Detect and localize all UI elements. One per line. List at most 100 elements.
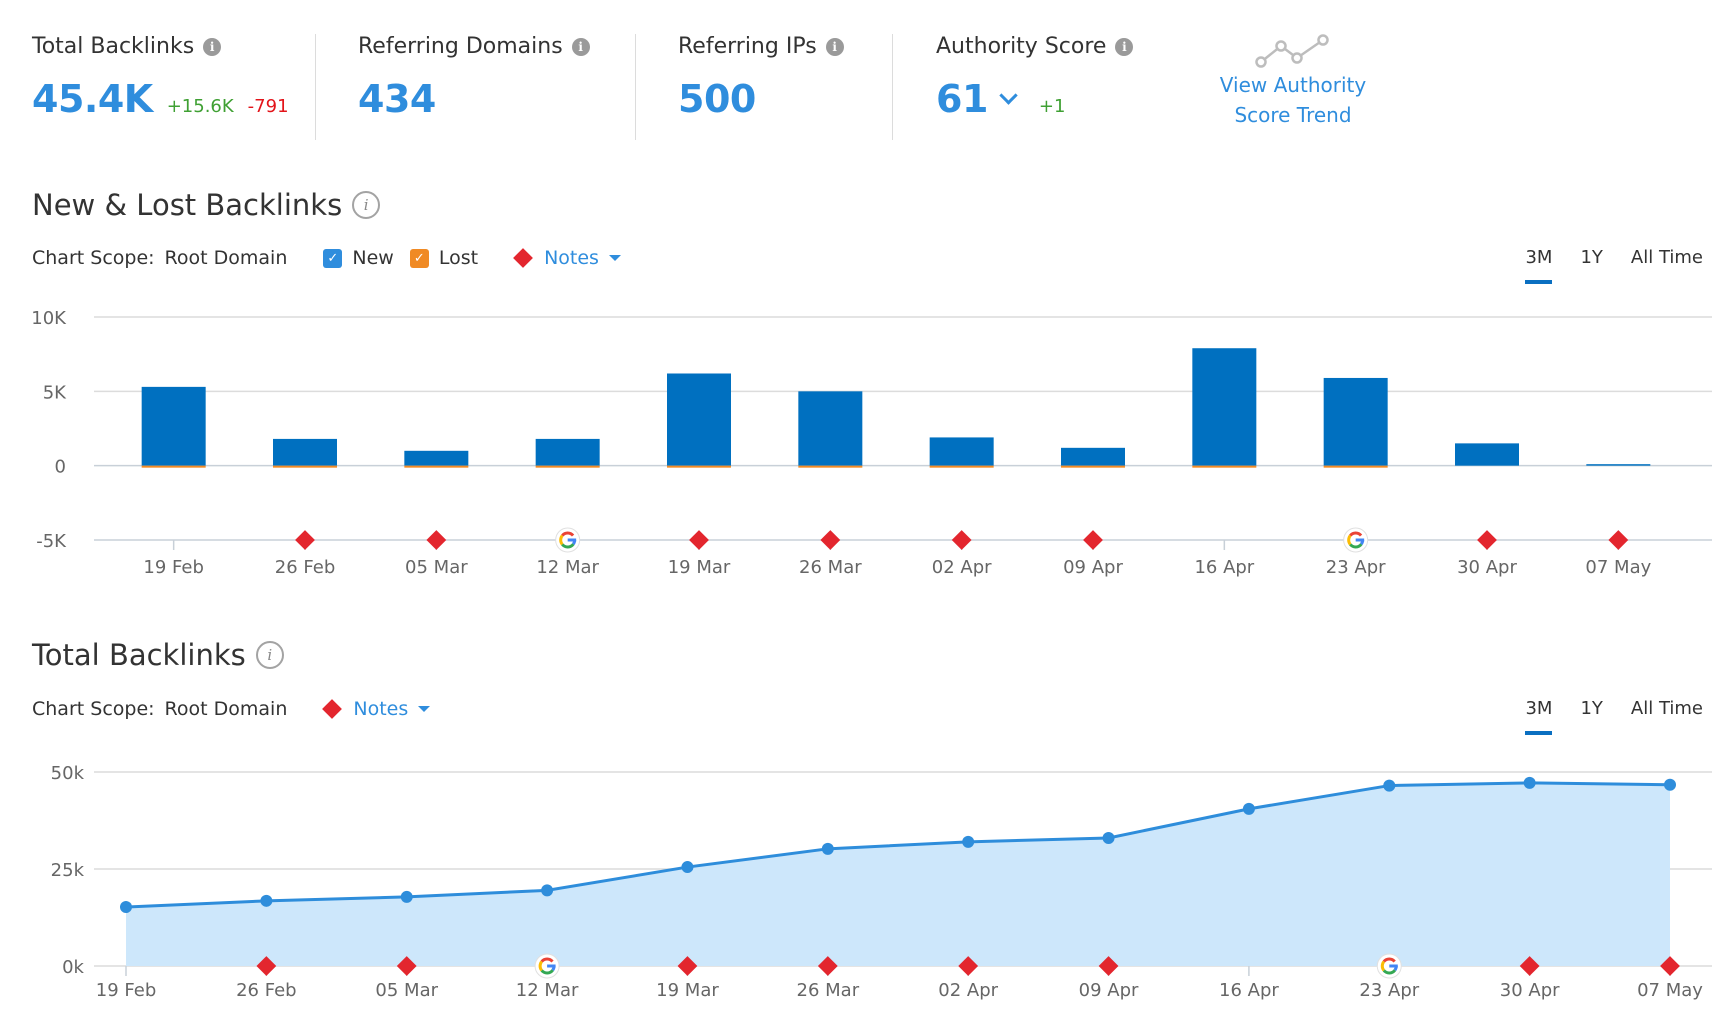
kpi-value[interactable]: 500 bbox=[678, 77, 756, 121]
google-icon-arc bbox=[538, 960, 543, 972]
info-icon[interactable]: i bbox=[255, 641, 284, 669]
info-icon[interactable]: i bbox=[352, 191, 381, 219]
total-backlinks-area-chart: 50k 25k 0k 19 Feb 26 Feb 05 Mar 12 Mar 19 Mar 26… bbox=[51, 763, 1712, 1001]
kpi-value[interactable]: 45.4K bbox=[32, 77, 153, 121]
bar-new bbox=[535, 438, 600, 466]
y-tick-label: -5K bbox=[36, 531, 67, 552]
bar-lost bbox=[929, 465, 994, 468]
kpi-delta-up[interactable]: +15.6K bbox=[166, 96, 234, 117]
google-icon-arc bbox=[1347, 534, 1352, 546]
range-tab-3m[interactable]: 3M bbox=[1525, 698, 1553, 735]
note-diamond bbox=[1477, 530, 1497, 550]
x-tick-label: 19 Feb bbox=[143, 557, 204, 578]
note-diamond bbox=[1083, 530, 1103, 550]
x-tick-label: 07 May bbox=[1637, 980, 1703, 1001]
view-authority-score-trend-link[interactable]: View Authority Score Trend bbox=[1218, 32, 1368, 130]
note-diamond bbox=[256, 956, 277, 976]
x-tick-label: 19 Feb bbox=[96, 980, 157, 1001]
bar-new bbox=[929, 437, 994, 466]
note-diamond bbox=[1098, 956, 1119, 976]
bar-lost bbox=[1192, 465, 1257, 468]
bar-lost bbox=[535, 465, 600, 468]
chart-scope-label: Chart Scope: bbox=[32, 698, 155, 720]
data-point bbox=[541, 884, 554, 897]
series-line bbox=[125, 781, 1671, 909]
x-tick-label: 23 Apr bbox=[1359, 980, 1419, 1001]
google-icon-arc bbox=[559, 534, 564, 546]
kpi-title: Referring Domains bbox=[358, 34, 563, 59]
note-diamond bbox=[1519, 956, 1540, 976]
new-lost-range-tabs: 3M 1Y All Time bbox=[1497, 247, 1703, 284]
range-tab-all-time[interactable]: All Time bbox=[1630, 698, 1703, 719]
google-icon-arc bbox=[540, 969, 554, 975]
x-tick-label: 23 Apr bbox=[1326, 557, 1386, 578]
bar-lost bbox=[798, 465, 863, 468]
note-diamond bbox=[1608, 530, 1629, 550]
info-icon[interactable]: i bbox=[203, 37, 222, 56]
notes-label[interactable]: Notes bbox=[353, 698, 409, 720]
section-title: New & Lost Backlinks bbox=[32, 188, 343, 222]
x-tick-label: 26 Feb bbox=[236, 980, 297, 1001]
notes-label[interactable]: Notes bbox=[544, 247, 599, 269]
bar-lost bbox=[1323, 465, 1388, 468]
google-icon-arc bbox=[1349, 531, 1363, 537]
link-line-2[interactable]: Score Trend bbox=[1234, 103, 1352, 127]
kpi-value[interactable]: 434 bbox=[358, 77, 436, 121]
info-icon[interactable]: i bbox=[571, 37, 590, 56]
data-point bbox=[821, 842, 834, 855]
lost-checkbox[interactable]: ✓ bbox=[409, 248, 429, 268]
bar-lost bbox=[667, 465, 731, 468]
data-point bbox=[120, 901, 132, 914]
legend-lost-label[interactable]: Lost bbox=[438, 247, 479, 269]
x-tick-label: 30 Apr bbox=[1457, 557, 1517, 578]
x-tick-label: 09 Apr bbox=[1079, 980, 1139, 1001]
kpi-total-backlinks: Total Backlinks i 45.4K +15.6K -791 bbox=[32, 34, 289, 142]
y-tick-label: 0k bbox=[62, 957, 84, 978]
area-fill bbox=[126, 782, 1670, 966]
kpi-authority-score: Authority Score i 61 +1 bbox=[936, 34, 1134, 142]
note-diamond bbox=[396, 956, 417, 976]
notes-dropdown[interactable]: Notes bbox=[322, 698, 431, 720]
bar-lost bbox=[273, 465, 337, 468]
chart-scope-value: Root Domain bbox=[164, 247, 288, 269]
bar-new bbox=[141, 386, 206, 466]
total-range-tabs: 3M 1Y All Time bbox=[1497, 698, 1703, 735]
bar-new bbox=[798, 391, 863, 466]
chevron-down-icon[interactable] bbox=[999, 86, 1018, 105]
range-tab-3m[interactable]: 3M bbox=[1525, 247, 1553, 284]
section-title: Total Backlinks bbox=[32, 638, 246, 672]
range-tab-1y[interactable]: 1Y bbox=[1580, 698, 1603, 719]
total-controls: Chart Scope: Root Domain Notes bbox=[32, 698, 431, 720]
x-tick-label: 16 Apr bbox=[1219, 980, 1279, 1001]
new-lost-section-title: New & Lost Backlinks i bbox=[32, 188, 381, 222]
new-checkbox[interactable]: ✓ bbox=[323, 248, 343, 268]
x-tick-label: 19 Mar bbox=[668, 557, 731, 578]
data-point bbox=[1383, 779, 1396, 792]
note-diamond bbox=[951, 530, 972, 550]
bar-new bbox=[273, 438, 337, 466]
link-line-1[interactable]: View Authority bbox=[1219, 73, 1367, 97]
note-diamond bbox=[1660, 956, 1680, 976]
new-lost-controls: Chart Scope: Root Domain ✓ New ✓ Lost No… bbox=[32, 247, 621, 269]
info-icon[interactable]: i bbox=[825, 37, 844, 56]
note-diamond bbox=[295, 530, 315, 550]
caret-down-icon bbox=[418, 706, 431, 712]
legend-new-label[interactable]: New bbox=[352, 247, 394, 269]
bar-new bbox=[1586, 464, 1651, 466]
x-tick-label: 19 Mar bbox=[656, 980, 719, 1001]
kpi-delta-down[interactable]: -791 bbox=[247, 96, 289, 117]
bar-lost bbox=[404, 465, 469, 468]
range-tab-all-time[interactable]: All Time bbox=[1630, 247, 1703, 268]
kpi-divider bbox=[315, 34, 316, 140]
x-tick-label: 30 Apr bbox=[1500, 980, 1560, 1001]
kpi-referring-ips: Referring IPs i 500 bbox=[678, 34, 844, 142]
kpi-title: Authority Score bbox=[936, 34, 1107, 59]
x-tick-label: 26 Feb bbox=[275, 557, 336, 578]
data-point bbox=[260, 894, 273, 907]
kpi-title: Total Backlinks bbox=[32, 34, 195, 59]
total-backlinks-section-title: Total Backlinks i bbox=[32, 638, 284, 672]
info-icon[interactable]: i bbox=[1115, 37, 1134, 56]
notes-dropdown[interactable]: Notes bbox=[513, 247, 621, 269]
range-tab-1y[interactable]: 1Y bbox=[1580, 247, 1603, 268]
kpi-title: Referring IPs bbox=[678, 34, 817, 59]
